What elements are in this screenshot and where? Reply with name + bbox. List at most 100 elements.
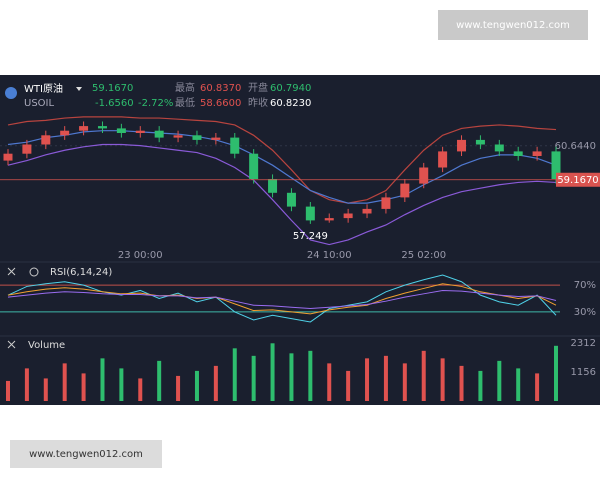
band-line	[7, 143, 557, 246]
x-tick-label: 25 02:00	[401, 250, 446, 261]
candle-body	[41, 135, 51, 145]
candle-body	[3, 153, 13, 161]
candle-body	[116, 128, 126, 133]
candle-body	[79, 126, 89, 131]
stat-label: 昨收	[248, 96, 268, 109]
candle-body	[532, 151, 542, 156]
y-tick-label: 1156	[571, 367, 596, 378]
candle-body	[97, 126, 107, 129]
low-annotation: 57.249	[293, 231, 328, 242]
stat-value: 60.8230	[270, 98, 311, 109]
y-tick-label: 2312	[571, 338, 596, 349]
rsi-line	[7, 274, 557, 323]
close-icon[interactable]	[7, 340, 16, 349]
stat-value: 60.8370	[200, 83, 241, 94]
volume-bar	[497, 360, 502, 401]
candle-body	[135, 130, 145, 133]
candle-body	[154, 130, 164, 138]
stat-label: 最高	[175, 81, 195, 94]
volume-bar	[346, 370, 351, 401]
volume-bar	[516, 368, 521, 401]
volume-bar	[421, 350, 426, 401]
candle-body	[494, 144, 504, 152]
volume-bar	[440, 358, 445, 401]
volume-bar	[24, 368, 29, 401]
volume-bar	[119, 368, 124, 401]
candle-body	[419, 167, 429, 184]
candle-body	[22, 144, 32, 154]
last-price-label: 59.1670	[557, 175, 598, 186]
candle-body	[343, 213, 353, 219]
stat-value: 60.7940	[270, 83, 311, 94]
candle-body	[400, 183, 410, 198]
volume-bar	[327, 363, 332, 401]
volume-bar	[194, 370, 199, 401]
rsi-line	[7, 289, 557, 310]
volume-bar	[459, 365, 464, 401]
candle-body	[173, 135, 183, 138]
dropdown-icon[interactable]	[76, 87, 82, 91]
volume-bar	[251, 355, 256, 401]
y-tick-label: 60.6440	[555, 141, 596, 152]
volume-bar	[43, 378, 48, 401]
candle-body	[324, 218, 334, 221]
candle-body	[286, 192, 296, 207]
volume-bar	[535, 373, 540, 401]
candle-body	[438, 151, 448, 168]
stat-label: 开盘	[248, 81, 268, 94]
last-price-box	[556, 172, 600, 187]
candle-body	[381, 197, 391, 209]
candle-body	[457, 139, 467, 152]
y-tick-label: 30%	[574, 307, 596, 318]
watermark: www.tengwen012.com	[29, 449, 143, 460]
volume-bar	[365, 358, 370, 401]
volume-bar	[402, 363, 407, 401]
band-line	[7, 130, 557, 204]
settings-icon[interactable]	[29, 267, 39, 277]
stat-value: 58.6600	[200, 98, 241, 109]
volume-bar	[308, 350, 313, 401]
x-tick-label: 23 00:00	[118, 250, 163, 261]
close-icon[interactable]	[7, 267, 16, 276]
candle-body	[230, 137, 240, 154]
code: USOIL	[24, 98, 54, 109]
volume-bar	[270, 343, 275, 401]
volume-bar	[6, 380, 10, 401]
volume-bar	[232, 348, 237, 401]
volume-bar	[176, 375, 181, 401]
candle-body	[60, 130, 70, 136]
volume-bar	[157, 360, 162, 401]
candle-body	[475, 139, 485, 145]
candle-body	[305, 206, 315, 221]
volume-bar	[62, 363, 67, 401]
candle-body	[362, 208, 372, 214]
candle-body	[551, 151, 561, 179]
candle-body	[192, 135, 202, 140]
volume-bar	[138, 378, 143, 401]
watermark-box	[10, 440, 162, 468]
panel-title: Volume	[28, 340, 65, 351]
volume-bar	[554, 345, 558, 401]
change: -1.6560	[95, 98, 134, 109]
stat-label: 最低	[175, 96, 195, 109]
volume-bar	[100, 358, 105, 401]
y-tick-label: 70%	[574, 280, 596, 291]
panel-title: RSI(6,14,24)	[50, 267, 112, 278]
symbol[interactable]: WTI原油	[24, 82, 63, 95]
volume-bar	[81, 373, 86, 401]
candle-body	[211, 137, 221, 140]
volume-bar	[383, 355, 388, 401]
candle-body	[268, 179, 278, 193]
volume-bar	[478, 370, 483, 401]
change-pct: -2.72%	[138, 98, 173, 109]
watermark-box	[438, 10, 588, 40]
x-tick-label: 24 10:00	[307, 250, 352, 261]
volume-bar	[213, 365, 218, 401]
band-line	[7, 116, 557, 204]
candle-body	[513, 151, 523, 156]
candle-body	[249, 153, 259, 179]
volume-bar	[289, 353, 294, 401]
rsi-line	[7, 283, 557, 315]
